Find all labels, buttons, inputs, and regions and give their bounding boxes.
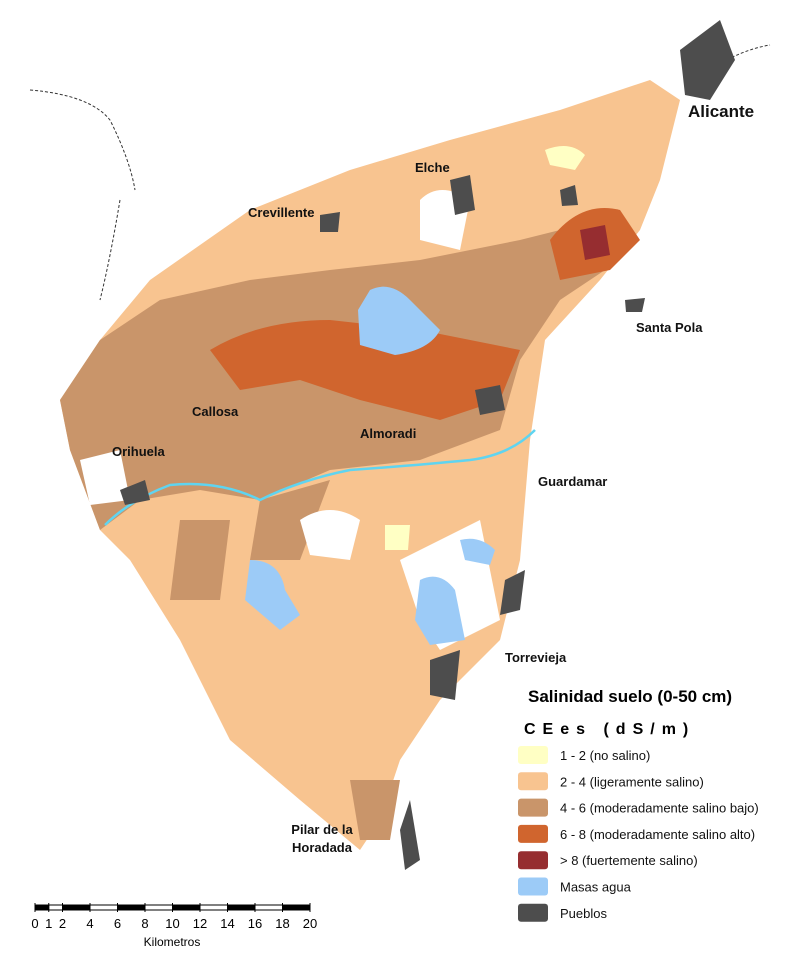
legend-label: Pueblos [560,906,607,921]
scale-segment [227,904,256,911]
place-label: Callosa [192,404,239,419]
legend-label: 1 - 2 (no salino) [560,748,650,763]
place-label: Orihuela [112,444,166,459]
scale-tick-label: 16 [248,916,262,931]
legend-label: Masas agua [560,880,632,895]
scale-bar: 0 1 2 4 6 8 10 12 14 16 18 20 [31,903,317,931]
scale-tick-label: 12 [193,916,207,931]
legend-swatch [518,824,548,843]
scale-tick-label: 1 [45,916,52,931]
place-label: Horadada [292,840,353,855]
scale-segment [34,904,50,911]
scale-segment [144,904,173,911]
legend-swatch [518,798,548,817]
scale-tick-label: 14 [220,916,234,931]
scale-segment [48,904,63,911]
scale-tick-label: 10 [165,916,179,931]
place-labels: Alicante Elche Crevillente Santa Pola Ca… [112,102,754,855]
legend-swatch [518,903,548,922]
place-label: Alicante [688,102,754,121]
place-label: Santa Pola [636,320,703,335]
place-label: Elche [415,160,450,175]
place-label: Almoradi [360,426,416,441]
legend-swatch [518,746,548,764]
scale-segment [254,904,283,911]
legend-subtitle: CEes (dS/m) [524,721,695,738]
scale-segment [62,904,91,911]
scale-segment [282,904,311,911]
scale-tick-label: 2 [59,916,66,931]
map-shapes [29,20,771,870]
scale-tick-label: 0 [31,916,38,931]
scale-segment [172,904,201,911]
place-label: Torrevieja [505,650,567,665]
scale-segment [199,904,228,911]
legend-swatch [518,772,548,791]
scale-tick-label: 18 [275,916,289,931]
place-label: Crevillente [248,205,314,220]
scale-segment [89,904,118,911]
legend-label: 2 - 4 (ligeramente salino) [560,774,704,789]
scale-tick-label: 20 [303,916,317,931]
scale-tick-label: 6 [114,916,121,931]
legend-swatch [518,851,548,870]
legend-swatch [518,877,548,896]
scale-tick-label: 4 [86,916,93,931]
legend-label: > 8 (fuertemente salino) [560,853,698,868]
scale-tick-label: 8 [141,916,148,931]
place-label: Guardamar [538,474,607,489]
legend-title: Salinidad suelo (0-50 cm) [528,687,732,706]
legend-label: 4 - 6 (moderadamente salino bajo) [560,801,759,816]
legend-label: 6 - 8 (moderadamente salino alto) [560,827,755,842]
legend: 1 - 2 (no salino) 2 - 4 (ligeramente sali… [518,746,759,922]
place-label: Pilar de la [291,822,353,837]
scale-label: Kilometros [144,935,201,949]
scale-segment [117,904,146,911]
